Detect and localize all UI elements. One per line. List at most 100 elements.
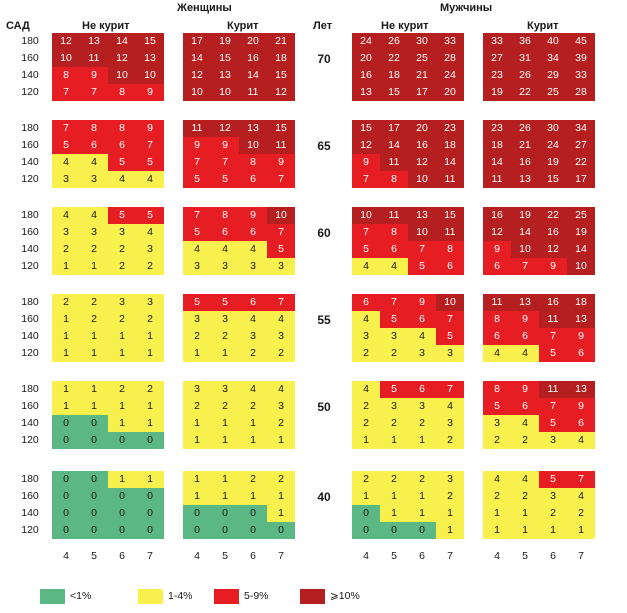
risk-cell: 34 — [539, 50, 567, 67]
cholesterol-label: 6 — [550, 550, 556, 562]
sbp-label: 120 — [21, 524, 39, 536]
risk-cell: 1 — [183, 345, 211, 362]
risk-cell: 9 — [567, 398, 595, 415]
sbp-label: 140 — [21, 69, 39, 81]
risk-cell: 4 — [567, 488, 595, 505]
risk-cell: 14 — [483, 154, 511, 171]
risk-cell: 4 — [80, 207, 108, 224]
risk-cell: 17 — [380, 120, 408, 137]
risk-cell: 3 — [136, 294, 164, 311]
risk-cell: 4 — [511, 415, 539, 432]
risk-cell: 6 — [483, 258, 511, 275]
risk-cell: 3 — [239, 328, 267, 345]
risk-cell: 3 — [108, 224, 136, 241]
risk-cell: 1 — [483, 522, 511, 539]
risk-cell: 0 — [108, 505, 136, 522]
risk-cell: 1 — [52, 311, 80, 328]
risk-cell: 5 — [136, 154, 164, 171]
risk-cell: 0 — [108, 522, 136, 539]
cholesterol-label: 7 — [278, 550, 284, 562]
risk-cell: 6 — [239, 294, 267, 311]
risk-cell: 8 — [483, 311, 511, 328]
risk-cell: 2 — [239, 398, 267, 415]
risk-cell: 2 — [108, 381, 136, 398]
risk-cell: 4 — [52, 154, 80, 171]
risk-cell: 3 — [539, 488, 567, 505]
risk-cell: 3 — [539, 432, 567, 449]
risk-cell: 18 — [267, 50, 295, 67]
risk-cell: 1 — [436, 505, 464, 522]
risk-cell: 3 — [108, 294, 136, 311]
risk-cell: 4 — [239, 311, 267, 328]
risk-cell: 4 — [352, 258, 380, 275]
sbp-label: 120 — [21, 173, 39, 185]
risk-cell: 2 — [380, 471, 408, 488]
risk-cell: 2 — [380, 415, 408, 432]
cholesterol-label: 4 — [363, 550, 369, 562]
risk-cell: 0 — [267, 522, 295, 539]
risk-cell: 15 — [380, 84, 408, 101]
risk-cell: 13 — [239, 120, 267, 137]
risk-cell: 5 — [352, 241, 380, 258]
risk-cell: 7 — [436, 381, 464, 398]
risk-cell: 1 — [80, 345, 108, 362]
risk-cell: 1 — [408, 432, 436, 449]
risk-cell: 2 — [108, 241, 136, 258]
risk-cell: 1 — [380, 432, 408, 449]
risk-cell: 14 — [380, 137, 408, 154]
risk-cell: 20 — [408, 120, 436, 137]
risk-cell: 3 — [183, 258, 211, 275]
risk-cell: 0 — [380, 522, 408, 539]
risk-cell: 11 — [436, 171, 464, 188]
risk-cell: 28 — [567, 84, 595, 101]
risk-cell: 0 — [239, 505, 267, 522]
risk-cell: 1 — [211, 345, 239, 362]
risk-cell: 2 — [408, 471, 436, 488]
risk-cell: 1 — [211, 415, 239, 432]
cholesterol-label: 6 — [250, 550, 256, 562]
risk-cell: 4 — [567, 432, 595, 449]
risk-cell: 1 — [52, 398, 80, 415]
risk-cell: 13 — [80, 33, 108, 50]
legend-label: ⩾10% — [330, 590, 360, 602]
risk-cell: 6 — [436, 258, 464, 275]
risk-cell: 6 — [108, 137, 136, 154]
risk-cell: 4 — [511, 345, 539, 362]
risk-cell: 1 — [136, 415, 164, 432]
risk-cell: 3 — [52, 171, 80, 188]
risk-cell: 2 — [52, 241, 80, 258]
risk-cell: 1 — [211, 488, 239, 505]
risk-cell: 8 — [108, 120, 136, 137]
risk-cell: 2 — [511, 488, 539, 505]
risk-cell: 1 — [211, 432, 239, 449]
risk-cell: 31 — [511, 50, 539, 67]
risk-cell: 16 — [352, 67, 380, 84]
risk-cell: 0 — [108, 432, 136, 449]
risk-cell: 1 — [183, 415, 211, 432]
risk-cell: 7 — [352, 171, 380, 188]
risk-cell: 19 — [211, 33, 239, 50]
risk-cell: 25 — [408, 50, 436, 67]
risk-cell: 4 — [408, 328, 436, 345]
risk-cell: 10 — [211, 84, 239, 101]
risk-cell: 1 — [108, 345, 136, 362]
risk-cell: 0 — [136, 432, 164, 449]
cholesterol-label: 7 — [447, 550, 453, 562]
risk-cell: 3 — [211, 258, 239, 275]
sbp-label: 160 — [21, 400, 39, 412]
risk-cell: 5 — [408, 258, 436, 275]
risk-cell: 6 — [352, 294, 380, 311]
risk-cell: 11 — [483, 294, 511, 311]
risk-cell: 2 — [267, 415, 295, 432]
sbp-label: 180 — [21, 122, 39, 134]
risk-cell: 6 — [483, 328, 511, 345]
risk-cell: 4 — [239, 381, 267, 398]
risk-cell: 7 — [80, 84, 108, 101]
risk-cell: 0 — [211, 505, 239, 522]
risk-cell: 5 — [211, 294, 239, 311]
risk-cell: 34 — [567, 120, 595, 137]
risk-cell: 0 — [183, 505, 211, 522]
risk-cell: 7 — [136, 137, 164, 154]
risk-cell: 22 — [567, 154, 595, 171]
risk-cell: 28 — [436, 50, 464, 67]
